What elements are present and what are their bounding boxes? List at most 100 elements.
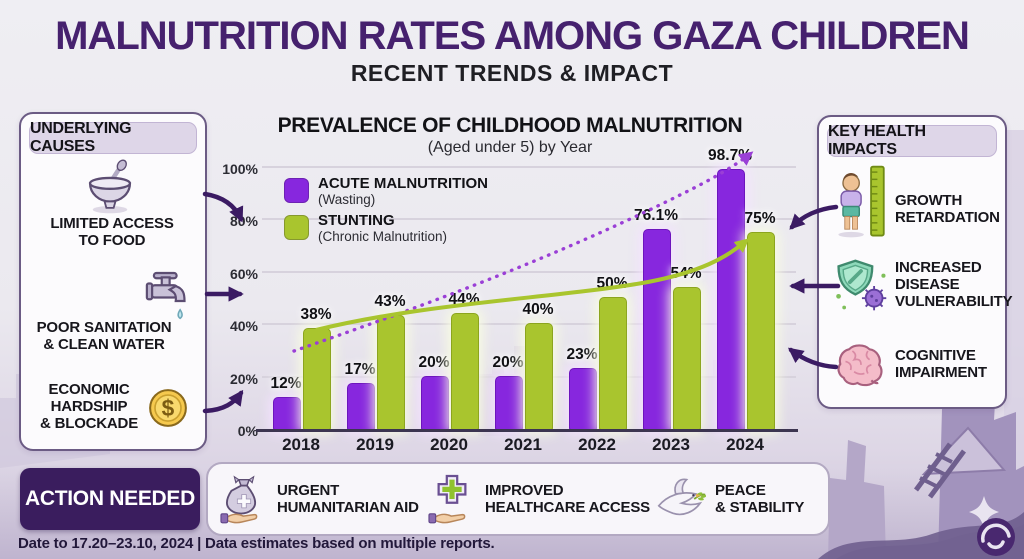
bar-stunting-2023 [673,286,701,430]
impact-label-cognitive: COGNITIVE IMPAIRMENT [895,347,987,381]
aid-bag-icon [220,475,258,524]
underlying-causes-panel: UNDERLYING CAUSES LIMITED ACCESS TO FOOD… [19,112,207,451]
bar-stunting-2020 [451,312,479,430]
gridline-60 [262,270,796,273]
x-tick-2021: 2021 [504,435,542,454]
action-label-healthcare: IMPROVED HEALTHCARE ACCESS [485,481,650,516]
rubble-mound-mid [836,524,1024,559]
rubble-mound-front [818,512,1024,559]
y-tick-60: 60% [229,265,258,282]
x-axis: 2018 2019 2020 2021 2022 2023 2024 [262,435,796,459]
x-tick-2019: 2019 [356,435,394,454]
bar-value-acute-2018: 12% [270,374,302,392]
legend-label-stunting: STUNTING [318,212,395,230]
x-tick-2023: 2023 [652,435,690,454]
action-item-peace: PEACE & STABILITY [652,464,804,534]
bar-acute-2018 [273,396,301,430]
legend-sublabel-acute: (Wasting) [318,191,376,207]
bar-value-acute-2022: 23% [566,345,598,363]
bar-value-acute-2024: 98.7% [708,147,752,165]
bowl-icon [88,159,132,214]
cause-label-food: LIMITED ACCESS TO FOOD [50,215,174,249]
rubble-building-1 [828,440,886,559]
y-tick-80: 80% [229,213,258,230]
bar-stunting-2019 [377,315,405,430]
faucet-icon [145,271,186,320]
bar-value-acute-2020: 20% [418,353,450,371]
action-needed-box: ACTION NEEDED [20,468,200,530]
legend-swatch-stunting [284,215,309,241]
action-item-healthcare: IMPROVED HEALTHCARE ACCESS [428,464,650,534]
logo-bird-icon [981,523,1011,549]
impact-label-disease: INCREASED DISEASE VULNERABILITY [895,259,1013,310]
bar-acute-2021 [495,375,523,430]
chart-subtitle: (Aged under 5) by Year [427,139,593,156]
bar-value-acute-2021: 20% [492,353,524,371]
ladder-rung-2 [927,464,945,476]
x-tick-2018: 2018 [282,435,320,454]
action-items-bar: URGENT HUMANITARIAN AID IMPROVED HEALTHC… [206,462,830,536]
coin-icon: $ [149,389,187,427]
bar-stunting-2022 [599,297,627,430]
legend-swatch-acute [284,178,309,203]
child-height-icon [838,165,885,238]
y-tick-20: 20% [229,370,258,387]
legend-item-acute: ACUTE MALNUTRITION (Wasting) [284,176,488,207]
x-tick-2024: 2024 [726,435,764,454]
action-needed-title: ACTION NEEDED [25,487,195,510]
bar-acute-2023 [643,228,671,430]
ladder-rail-1 [913,442,953,492]
chart-legend: ACUTE MALNUTRITION (Wasting) STUNTING (C… [284,176,488,251]
y-axis: 0% 20% 40% 60% 80% 100% [208,161,258,439]
sparkle-icon [969,496,999,528]
logo-badge [977,518,1015,556]
bar-acute-2019 [347,383,375,430]
gridline-100 [262,166,796,168]
impacts-panel-title: KEY HEALTH IMPACTS [827,123,997,158]
y-tick-40: 40% [229,318,258,335]
ladder-rung-3 [935,452,953,464]
y-tick-100: 100% [222,161,258,177]
cause-label-economic: ECONOMIC HARDSHIP & BLOCKADE [40,381,138,432]
bar-value-stunting-2020: 44% [448,290,480,308]
legend-item-stunting: STUNTING (Chronic Malnutrition) [284,213,488,244]
causes-panel-title: UNDERLYING CAUSES [29,120,197,155]
ladder-rung-1 [919,476,937,488]
brain-icon [837,344,883,387]
page-title: MALNUTRITION RATES AMONG GAZA CHILDREN [55,14,970,58]
x-tick-2020: 2020 [430,435,468,454]
cause-label-water: POOR SANITATION & CLEAN WATER [36,319,172,353]
shield-virus-icon [836,259,887,311]
bar-value-stunting-2019: 43% [374,293,406,311]
ladder-rail-2 [927,449,967,499]
bar-value-stunting-2024: 75% [744,209,776,227]
dollar-glyph: $ [162,395,175,421]
bar-stunting-2018 [303,328,331,430]
page-subtitle: RECENT TRENDS & IMPACT [350,60,674,86]
healthcare-cross-icon [428,474,467,524]
y-tick-0: 0% [237,423,258,439]
bar-stunting-2021 [525,323,553,430]
bar-stunting-2024 [747,231,775,430]
rubble-tent [921,426,1007,476]
bar-value-stunting-2023: 54% [670,264,702,282]
x-axis-baseline [256,429,798,432]
legend-label-acute: ACUTE MALNUTRITION [318,175,488,192]
footer-note: Date to 17.20–23.10, 2024 | Data estimat… [18,535,495,552]
bar-acute-2024 [717,169,745,430]
bar-acute-2020 [421,375,449,430]
impact-label-growth: GROWTH RETARDATION [895,192,1000,226]
chart-title: PREVALENCE OF CHILDHOOD MALNUTRITION [277,114,743,137]
action-item-aid: URGENT HUMANITARIAN AID [220,464,419,534]
bar-value-acute-2019: 17% [344,361,376,379]
bar-value-stunting-2022: 50% [596,275,628,292]
x-tick-2022: 2022 [578,435,616,454]
dove-icon [657,478,706,516]
bar-value-acute-2023: 76.1% [634,206,678,224]
bar-value-stunting-2018: 38% [300,306,332,324]
action-label-peace: PEACE & STABILITY [715,481,805,516]
bar-acute-2022 [569,367,597,430]
legend-sublabel-stunting: (Chronic Malnutrition) [318,229,448,245]
key-health-impacts-panel: KEY HEALTH IMPACTS GROWTH RETARDATION [817,115,1013,409]
